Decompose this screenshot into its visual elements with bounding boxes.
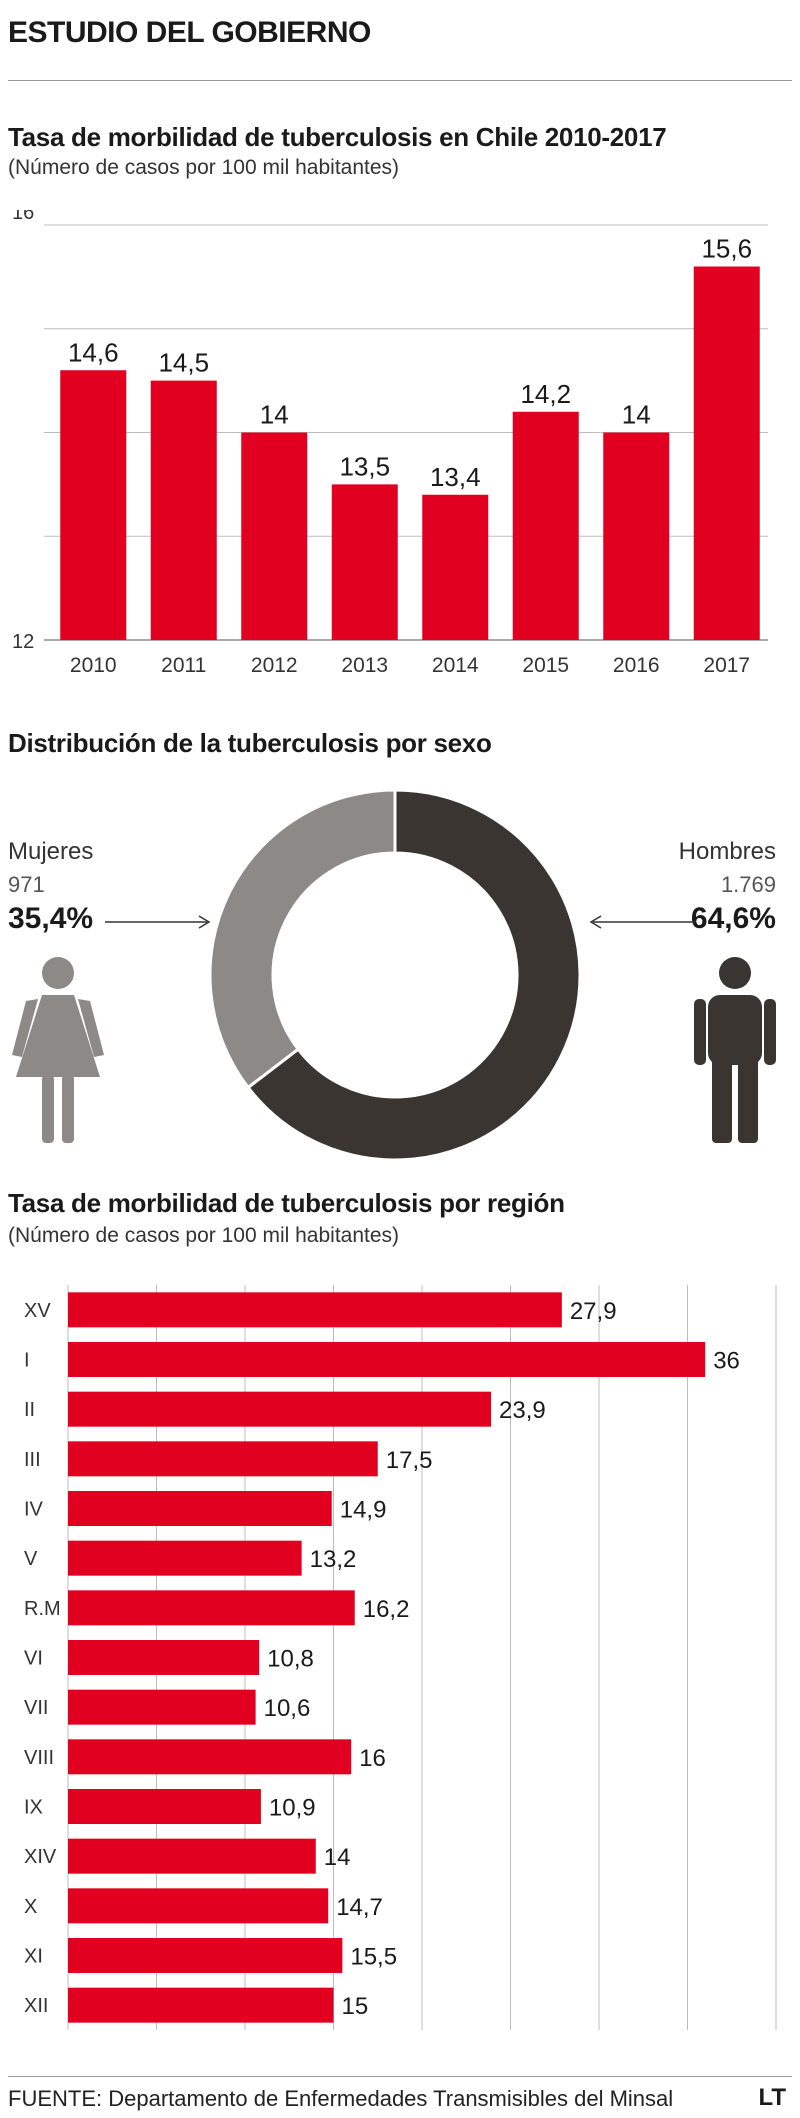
bar-value-label: 14,6 <box>68 337 119 367</box>
bar <box>68 1888 329 1924</box>
legend-women-pct: 35,4% <box>8 902 94 935</box>
bar-value-label: 14 <box>260 400 289 430</box>
category-label: XI <box>24 1946 43 1968</box>
category-label: I <box>24 1350 30 1372</box>
bar-value-label: 13,4 <box>430 462 481 492</box>
bar-value-label: 15,6 <box>701 234 752 264</box>
bar <box>68 1540 302 1576</box>
x-tick-label: 2010 <box>70 654 117 677</box>
female-person-icon <box>12 957 104 1143</box>
footer-divider <box>8 2076 792 2077</box>
bar <box>68 1689 256 1725</box>
category-label: IV <box>24 1499 44 1521</box>
category-label: XII <box>24 1995 48 2017</box>
bar <box>68 1491 332 1526</box>
yearly-bar-chart: 12 16 14,6 14,5 14 13,5 13,4 14,2 14 15,6 2010 20… <box>12 210 768 677</box>
bar-value-label: 36 <box>713 1348 740 1375</box>
x-tick-label: 2015 <box>522 654 569 677</box>
sex-chart-title: Distribución de la tuberculosis por sexo <box>8 728 492 758</box>
x-tick-label: 2012 <box>251 654 298 677</box>
bar <box>241 432 308 640</box>
x-tick-label: 2013 <box>341 654 388 677</box>
region-chart-title: Tasa de morbilidad de tuberculosis por r… <box>8 1188 565 1218</box>
bar-value-label: 16,2 <box>363 1596 410 1623</box>
legend-men-arrow <box>589 915 695 929</box>
bar <box>422 494 489 640</box>
header-divider <box>8 80 792 81</box>
bar <box>68 1838 316 1874</box>
category-label: V <box>24 1548 38 1570</box>
legend-women-count: 971 <box>8 872 45 897</box>
x-tick-label: 2017 <box>703 654 750 677</box>
x-tick-label: 2014 <box>432 654 479 677</box>
page-title: ESTUDIO DEL GOBIERNO <box>8 16 371 49</box>
donut-slice-hombres <box>246 788 582 1162</box>
y-tick-label: 16 <box>12 210 34 224</box>
legend-men-count: 1.769 <box>720 872 776 897</box>
sex-donut-chart <box>208 788 582 1162</box>
bar <box>68 1292 562 1328</box>
category-label: R.M <box>24 1598 61 1620</box>
bar <box>68 1789 261 1824</box>
donut-slice-mujeres <box>208 788 397 1090</box>
bar <box>150 380 217 640</box>
category-label: XV <box>24 1300 51 1322</box>
bar-value-label: 17,5 <box>386 1447 433 1474</box>
y-tick-label: 12 <box>12 631 34 653</box>
bar-value-label: 10,6 <box>264 1695 311 1722</box>
category-label: II <box>24 1399 35 1421</box>
bar <box>68 1441 378 1477</box>
bar-value-label: 23,9 <box>499 1397 546 1424</box>
x-tick-label: 2011 <box>161 654 206 677</box>
legend-men-pct: 64,6% <box>690 902 776 935</box>
bar-value-label: 14 <box>622 400 651 430</box>
bar-value-label: 14,2 <box>520 379 571 409</box>
yearly-chart-title: Tasa de morbilidad de tuberculosis en Ch… <box>8 122 667 152</box>
bar <box>68 1391 492 1427</box>
bar-value-label: 27,9 <box>570 1298 617 1325</box>
x-tick-label: 2016 <box>613 654 660 677</box>
bar <box>68 1590 355 1626</box>
category-label: VII <box>24 1697 48 1719</box>
bar <box>60 370 127 640</box>
bar-value-label: 16 <box>359 1745 386 1772</box>
bar-value-label: 14,9 <box>340 1497 387 1524</box>
legend-women-arrow <box>105 915 211 929</box>
bar <box>693 266 760 640</box>
bar-value-label: 14,5 <box>158 348 209 378</box>
male-person-icon <box>694 957 776 1143</box>
bar <box>68 1739 352 1775</box>
bar-value-label: 15,5 <box>350 1944 397 1971</box>
source-note: FUENTE: Departamento de Enfermedades Tra… <box>8 2086 674 2111</box>
region-chart-subtitle: (Número de casos por 100 mil habitantes) <box>8 1224 400 1247</box>
category-label: III <box>24 1449 41 1471</box>
bar-value-label: 13,2 <box>310 1546 357 1573</box>
bar <box>68 1987 334 2023</box>
bar-value-label: 10,8 <box>267 1646 314 1673</box>
category-label: VI <box>24 1648 43 1670</box>
bar <box>603 432 670 640</box>
category-label: VIII <box>24 1747 54 1769</box>
yearly-chart-subtitle: (Número de casos por 100 mil habitantes) <box>8 156 400 179</box>
bar <box>512 411 579 640</box>
legend-men-name: Hombres <box>678 838 776 865</box>
bar <box>331 484 398 640</box>
publisher-logo: LT <box>758 2084 786 2111</box>
bar <box>68 1640 260 1675</box>
bar-value-label: 15 <box>342 1993 369 2020</box>
bar-value-label: 10,9 <box>269 1795 316 1822</box>
category-label: IX <box>24 1797 43 1819</box>
bar <box>68 1342 706 1377</box>
bar-value-label: 14,7 <box>336 1894 383 1921</box>
legend-women-name: Mujeres <box>8 838 94 865</box>
bar <box>68 1938 343 1973</box>
category-label: X <box>24 1896 37 1918</box>
bar-value-label: 14 <box>324 1844 351 1871</box>
bar-value-label: 13,5 <box>339 451 390 481</box>
category-label: XIV <box>24 1846 57 1868</box>
